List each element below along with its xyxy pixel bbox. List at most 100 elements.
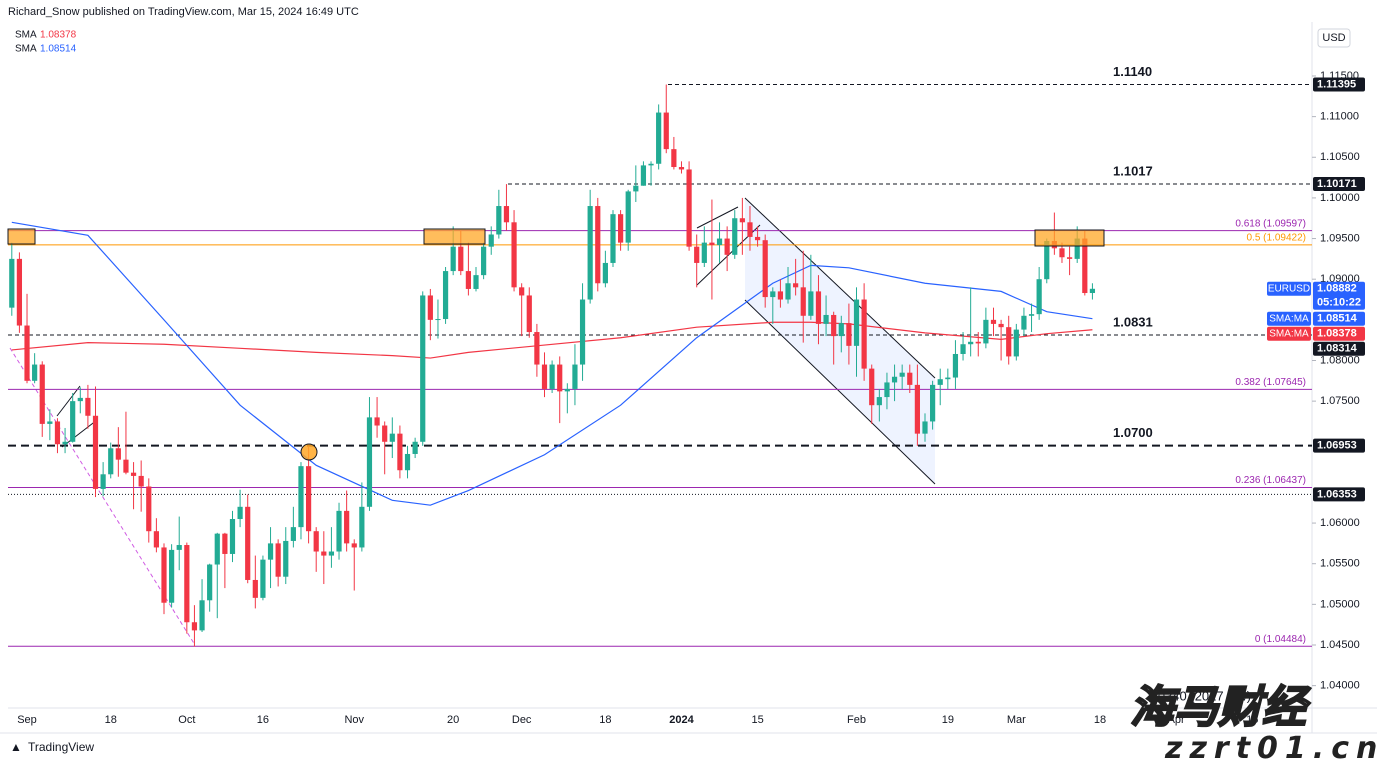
candle-body [9, 258, 15, 308]
candle-body [907, 372, 913, 385]
candle-body [633, 185, 639, 192]
candle-body [1013, 329, 1019, 357]
logo-mark: ▲ [10, 740, 22, 754]
candle-body [930, 384, 936, 422]
y-tick-label: 1.11000 [1320, 111, 1359, 123]
fib-label: 0.236 (1.06437) [1235, 475, 1306, 486]
legend-value: 1.08378 [40, 30, 77, 41]
y-tick-label: 1.08000 [1320, 354, 1360, 366]
candle-body [656, 112, 662, 164]
legend-value: 1.08514 [40, 44, 77, 55]
candle-body [838, 323, 844, 337]
candle-body [496, 206, 502, 235]
y-tick-label: 1.04500 [1320, 639, 1360, 651]
footer: TradingView [28, 740, 94, 754]
price-tag-label: 1.08378 [1317, 328, 1357, 340]
candle-body [336, 510, 342, 552]
price-tags: 1.11395 1.10171 1.08882 05:10:22 EURUSD 1.085… [1267, 77, 1365, 502]
candle-body [709, 242, 715, 246]
candle-body [359, 506, 365, 548]
price-tag-label: 1.08514 [1317, 313, 1358, 325]
candle-body [861, 299, 867, 369]
x-tick-label: Dec [512, 714, 532, 726]
candle-body [1028, 314, 1035, 316]
price-tag-label: 05:10:22 [1317, 297, 1361, 309]
candle-body [313, 531, 319, 552]
candle-body [245, 506, 251, 580]
marker-circle [300, 443, 318, 461]
x-tick-label: 15 [1246, 714, 1258, 726]
fib-label: 0 (1.04484) [1255, 634, 1306, 645]
price-tag-name-box [1267, 326, 1311, 341]
candle-body [869, 368, 875, 406]
candle-body [130, 472, 137, 476]
candle-body [389, 433, 395, 442]
channel-line [744, 299, 936, 485]
price-tag-label: 1.06953 [1317, 440, 1357, 452]
candle-body [442, 271, 449, 320]
candle-body [207, 564, 213, 601]
level-label: 1.1017 [1113, 163, 1153, 178]
candle-body [374, 417, 380, 426]
candle-body [884, 382, 890, 398]
candle-body [47, 421, 53, 424]
candle-body [1059, 248, 1065, 258]
candle-body [351, 543, 357, 548]
candle-body [1044, 240, 1050, 280]
candle-body [777, 291, 784, 300]
fib-label: 0.618 (1.09597) [1235, 218, 1306, 229]
zone-box [1034, 229, 1105, 247]
x-tick-label: Oct [178, 714, 195, 726]
candle-body [420, 295, 426, 442]
candle-body [785, 283, 791, 300]
candle-body [214, 533, 220, 565]
candle-body [998, 323, 1004, 328]
candle-body [161, 547, 167, 603]
candle-body [831, 314, 837, 337]
y-tick-label: 1.09500 [1320, 232, 1360, 244]
candle-body [815, 291, 822, 324]
candle-body [267, 543, 274, 560]
price-tag-label: 1.08314 [1317, 343, 1358, 355]
price-tag-name-box [1267, 281, 1311, 296]
candle-body [1006, 327, 1012, 357]
candle-body [260, 559, 266, 598]
candle-body [945, 377, 951, 380]
candle-body [382, 425, 388, 442]
candle-body [481, 246, 487, 276]
price-tag [1313, 341, 1365, 356]
candle-body [739, 218, 745, 223]
candle-body [153, 531, 159, 548]
candle-body [275, 543, 281, 577]
currency-box[interactable] [1317, 28, 1351, 48]
price-tag [1313, 177, 1365, 192]
candle-body [694, 246, 700, 263]
candle-body [108, 448, 114, 475]
x-tick-label: Sep [17, 714, 37, 726]
price-tag-label: 1.08882 [1317, 283, 1357, 295]
candle-body [298, 466, 304, 528]
sma-line [11, 221, 1093, 506]
price-tag-name: SMA:MA [1269, 328, 1309, 339]
x-tick-label: 16 [257, 714, 269, 726]
candle-body [1021, 315, 1027, 330]
candle-body [1074, 238, 1080, 259]
candle-body [450, 246, 456, 272]
level-label: 1.0700 [1113, 425, 1153, 440]
candle-body [625, 191, 631, 243]
y-tick-label: 1.07500 [1320, 395, 1360, 407]
candle-body [511, 222, 517, 288]
candle-body [115, 448, 121, 460]
candle-body [922, 421, 928, 434]
price-tag [1313, 77, 1365, 92]
candle-body [975, 341, 981, 344]
candle-body [716, 238, 723, 246]
candle-body [1036, 279, 1042, 315]
candle-body [176, 545, 182, 550]
candle-body [587, 206, 593, 300]
candle-body [618, 214, 624, 243]
candle-body [534, 332, 540, 365]
candle-body [557, 364, 563, 392]
y-tick-label: 1.06000 [1320, 517, 1360, 529]
price-tag-name: EURUSD [1268, 283, 1310, 294]
